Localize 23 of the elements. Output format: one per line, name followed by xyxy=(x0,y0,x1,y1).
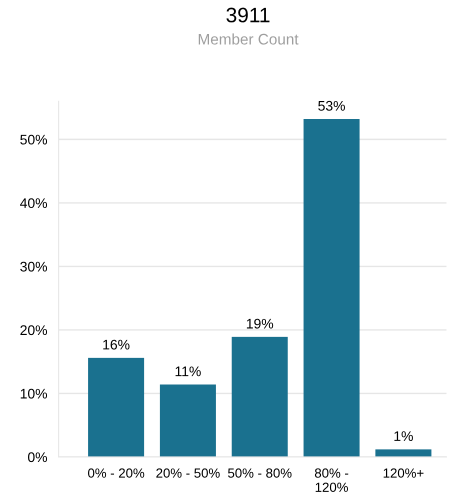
chart-subtitle: Member Count xyxy=(198,33,298,45)
bar xyxy=(88,358,144,457)
data-label: 19% xyxy=(246,318,274,329)
y-tick-label: 20% xyxy=(20,325,48,336)
y-tick-label: 40% xyxy=(20,198,48,208)
data-label: 53% xyxy=(318,100,345,111)
y-tick-label: 50% xyxy=(20,134,48,145)
bar xyxy=(160,384,216,457)
x-tick-label: 80% - 120% xyxy=(314,468,348,492)
chart-title: 3911 xyxy=(226,8,270,22)
data-label: 11% xyxy=(176,366,201,376)
y-tick-label: 0% xyxy=(28,452,48,462)
y-tick-label: 30% xyxy=(20,262,48,272)
x-tick-label: 20% - 50% xyxy=(156,468,220,478)
y-tick-label: 10% xyxy=(20,388,48,399)
data-label: 1% xyxy=(394,431,413,441)
x-tick-label: 50% - 80% xyxy=(228,468,292,478)
data-label: 16% xyxy=(103,340,130,350)
bar xyxy=(232,336,288,457)
bar xyxy=(375,449,432,457)
bar xyxy=(304,119,360,457)
x-tick-label: 0% - 20% xyxy=(88,468,144,478)
x-tick-label: 120%+ xyxy=(384,468,424,478)
